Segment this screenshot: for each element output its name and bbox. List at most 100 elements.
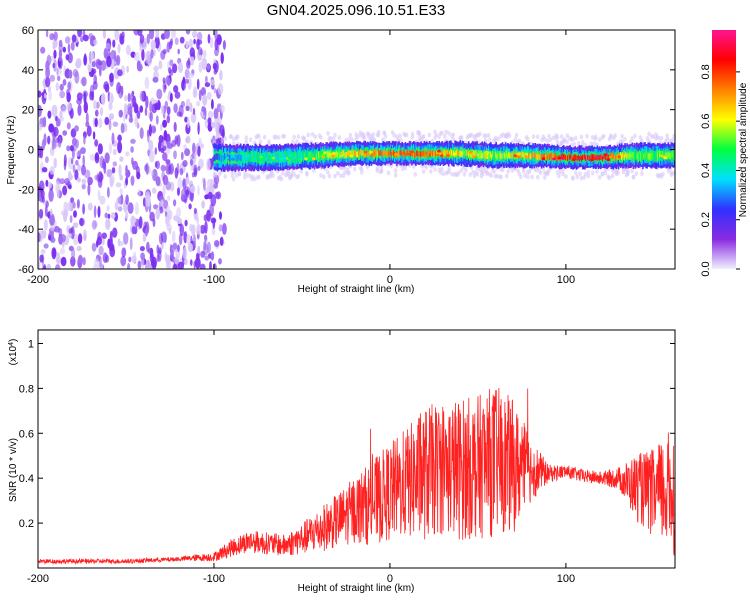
- spectrogram-peak-cell: [552, 157, 556, 161]
- spectrogram-halo-cell: [574, 170, 578, 176]
- spectrogram-noise-cell: [217, 83, 224, 95]
- spectrogram-noise-cell: [98, 117, 103, 129]
- spectrogram-halo-cell: [333, 173, 337, 179]
- spectrogram-noise-cell: [203, 240, 207, 251]
- colorbar-tick-label: 0.0: [700, 261, 712, 276]
- spectrogram-noise-cell: [218, 258, 222, 265]
- spectrogram-noise-cell: [83, 101, 89, 114]
- spectrogram-peak-cell: [606, 158, 611, 162]
- spectrogram-halo-cell: [302, 136, 306, 142]
- spectrogram-noise-cell: [190, 112, 197, 124]
- spectrogram-noise-cell: [82, 229, 87, 242]
- spectrogram-ridge-cell: [587, 154, 589, 161]
- spectrogram-ridge-cell: [571, 156, 573, 162]
- spectrogram-noise-cell: [39, 254, 44, 263]
- spectrogram-halo-cell: [672, 133, 675, 139]
- spectrogram-noise-cell: [116, 54, 121, 66]
- spectrogram-y-ticks: 60 40 20 0 -20 -40 -60: [18, 25, 675, 276]
- spectrogram-noise-cell: [145, 162, 149, 175]
- spectrogram-noise-cell: [149, 100, 153, 113]
- spectrogram-ridge-cell: [385, 150, 388, 157]
- spectrogram-noise-cell: [83, 55, 88, 66]
- spectrogram-ridge-cell: [583, 154, 585, 160]
- spectrogram-ridge-cell: [376, 149, 378, 155]
- spectrogram-noise-cell: [101, 232, 108, 239]
- spectrogram-noise-cell: [137, 260, 142, 269]
- spectrogram-noise-cell: [178, 62, 183, 74]
- spectrogram-ridge-cell: [229, 155, 231, 162]
- spectrogram-halo-cell: [360, 169, 364, 175]
- spectrogram-peak-cell: [372, 149, 377, 153]
- spectrogram-ridge-cell: [313, 152, 316, 159]
- spectrogram-noise-cell: [118, 241, 124, 247]
- spectrogram-ridge-cell: [524, 152, 527, 159]
- spectrogram-ridge-cell: [519, 152, 522, 159]
- spectrogram-ridge-cell: [450, 150, 452, 156]
- spectrogram-peak-cell: [289, 153, 293, 157]
- spectrogram-noise-cell: [45, 77, 51, 88]
- spectrogram-halo-cell: [352, 166, 357, 172]
- spectrogram-halo-cell: [492, 169, 496, 175]
- spectrogram-noise-cell: [97, 231, 102, 241]
- spectrogram-noise-cell: [173, 121, 177, 133]
- spectrogram-noise-cell: [192, 30, 198, 39]
- spectrogram-ridge-cell: [442, 151, 445, 157]
- spectrogram-halo-cell: [274, 134, 278, 140]
- spectrogram-noise-cell: [150, 170, 154, 177]
- spectrogram-ridge-cell: [651, 152, 654, 159]
- spectrogram-noise-cell: [59, 110, 63, 119]
- spectrogram-ridge-cell: [375, 151, 377, 157]
- spectrogram-noise-cell: [74, 169, 79, 181]
- spectrogram-ridge-cell: [560, 153, 563, 160]
- spectrogram-ridge-cell: [299, 154, 301, 161]
- spectrogram-ridge-cell: [576, 155, 579, 162]
- spectrogram-noise-cell: [110, 212, 116, 220]
- spectrogram-noise-cell: [38, 261, 41, 269]
- spectrogram-noise-cell: [104, 116, 110, 126]
- spectrogram-noise-cell: [172, 264, 178, 269]
- spectrogram-ridge-cell: [219, 154, 222, 162]
- spectrogram-noise-cell: [72, 222, 79, 229]
- spectrogram-ridge-cell: [584, 154, 586, 160]
- spectrogram-ridge-cell: [667, 151, 670, 158]
- spectrogram-ridge-cell: [646, 153, 648, 160]
- spectrogram-halo-cell: [433, 167, 437, 172]
- spectrogram-ridge-cell: [391, 149, 394, 155]
- spectrogram-halo-cell: [338, 173, 343, 179]
- spectrogram-ridge-cell: [254, 155, 257, 162]
- spectrogram-halo-cell: [592, 141, 596, 147]
- spectrogram-ridge-cell: [499, 151, 502, 158]
- spectrogram-noise-cell: [193, 164, 198, 176]
- spectrogram-noise-cell: [84, 169, 91, 179]
- spectrogram-noise-cell: [38, 144, 41, 157]
- spectrogram-x-axis-label: Height of straight line (km): [298, 284, 415, 295]
- spectrogram-noise-cell: [173, 199, 177, 207]
- spectrogram-ridge-cell: [441, 151, 444, 158]
- spectrogram-halo-cell: [626, 170, 630, 176]
- spectrogram-noise-cell: [94, 153, 100, 164]
- spectrogram-noise-cell: [187, 242, 193, 253]
- spectrogram-ridge-cell: [658, 151, 660, 158]
- spectrogram-noise-cell: [142, 233, 147, 243]
- spectrogram-noise-cell: [145, 95, 149, 109]
- spectrogram-noise-cell: [189, 47, 195, 58]
- spectrogram-ridge-cell: [520, 152, 523, 159]
- spectrogram-halo-cell: [253, 176, 257, 182]
- spectrogram-noise-cell: [102, 252, 108, 263]
- spectrogram-noise-cell: [43, 219, 48, 231]
- spectrogram-ridge-cell: [641, 151, 643, 158]
- spectrogram-noise-cell: [41, 167, 48, 173]
- spectrogram-halo-cell: [543, 175, 547, 180]
- spectrogram-noise-cell: [182, 246, 187, 260]
- spectrogram-ridge-cell: [546, 152, 548, 159]
- spectrogram-noise-cell: [85, 112, 89, 125]
- spectrogram-noise-cell: [45, 179, 49, 187]
- spectrogram-noise-cell: [128, 116, 134, 123]
- spectrogram-noise-cell: [127, 263, 131, 269]
- spectrogram-ridge-cell: [337, 152, 339, 159]
- spectrogram-x-tick-label: 0: [387, 274, 393, 286]
- spectrogram-ridge-cell: [371, 151, 374, 158]
- spectrogram-noise-cell: [139, 90, 145, 102]
- spectrogram-halo-cell: [441, 171, 446, 177]
- spectrogram-ridge-cell: [467, 151, 470, 158]
